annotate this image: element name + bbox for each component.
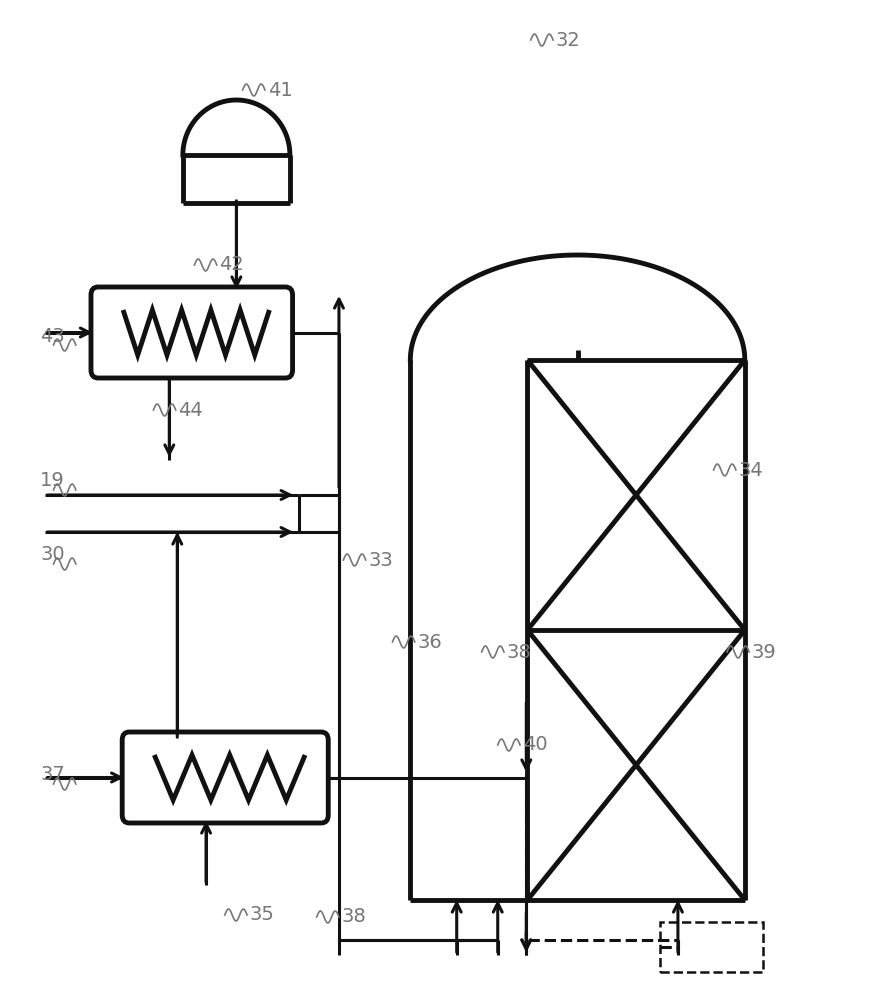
Text: 19: 19: [40, 471, 65, 489]
Text: 42: 42: [219, 255, 244, 274]
Text: 38: 38: [342, 908, 367, 926]
Text: 33: 33: [368, 550, 393, 570]
Text: 44: 44: [178, 400, 203, 420]
Text: 32: 32: [556, 30, 581, 49]
Text: 41: 41: [268, 81, 293, 100]
Text: 40: 40: [523, 736, 548, 754]
Text: 37: 37: [40, 766, 65, 784]
FancyBboxPatch shape: [91, 287, 293, 378]
Text: 30: 30: [40, 546, 65, 564]
Text: 38: 38: [507, 643, 532, 662]
Bar: [660, 922, 763, 972]
FancyBboxPatch shape: [122, 732, 328, 823]
Text: 39: 39: [752, 643, 777, 662]
Text: 43: 43: [40, 328, 65, 347]
Text: 35: 35: [250, 906, 275, 924]
Text: 36: 36: [417, 633, 442, 652]
Text: 34: 34: [739, 460, 764, 480]
